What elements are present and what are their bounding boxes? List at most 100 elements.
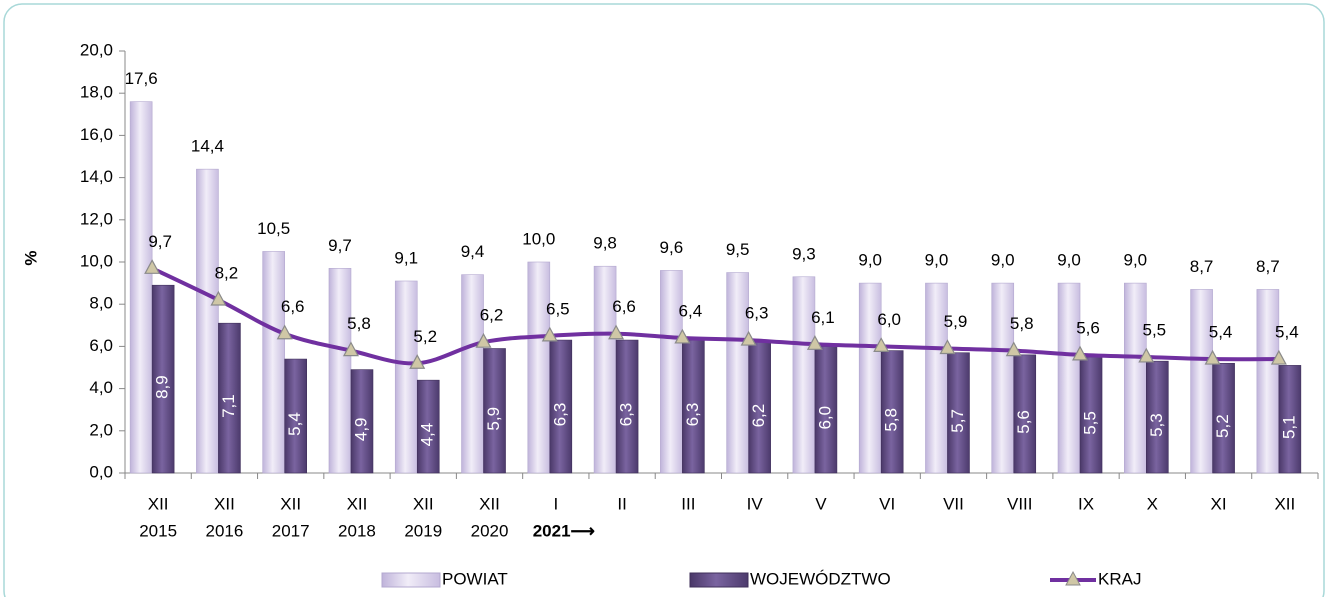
bar-value-label: 6,3 — [617, 403, 636, 427]
bar-value-label: 4,9 — [351, 417, 370, 441]
legend-swatch — [381, 572, 441, 588]
line-marker — [342, 341, 359, 357]
line-value-label: 8,2 — [215, 263, 239, 282]
bar — [461, 274, 484, 474]
bar — [1013, 354, 1037, 474]
y-tick-label: 10,0 — [80, 251, 113, 270]
line-value-label: 5,8 — [347, 314, 371, 333]
bar-value-label: 8,7 — [1190, 257, 1214, 276]
line-value-label: 5,4 — [1209, 323, 1233, 342]
line-value-label: 9,7 — [148, 232, 172, 251]
y-tick-label: 8,0 — [89, 294, 113, 313]
bar-value-label: 14,4 — [191, 137, 224, 156]
bar — [350, 369, 374, 474]
line-value-label: 5,9 — [944, 312, 968, 331]
x-tick-year: 2020 — [471, 521, 509, 540]
y-tick-label: 4,0 — [89, 378, 113, 397]
y-tick-label: 20,0 — [80, 40, 113, 59]
line-value-label: 6,6 — [612, 297, 636, 316]
bar-value-label: 17,6 — [125, 69, 158, 88]
bar-value-label: 5,1 — [1279, 415, 1298, 439]
bar — [1146, 360, 1169, 474]
bar-value-label: 5,5 — [1081, 411, 1100, 435]
x-tick-label: VI — [879, 494, 895, 513]
bar-value-label: 5,6 — [1014, 410, 1033, 434]
bar-value-label: 6,2 — [749, 404, 768, 428]
bar-value-label: 9,0 — [991, 251, 1015, 270]
line-value-label: 6,1 — [811, 308, 835, 327]
bar-value-label: 9,0 — [1057, 251, 1081, 270]
bar-value-label: 9,6 — [660, 238, 684, 257]
bar-value-label: 9,4 — [461, 242, 485, 261]
bar-value-label: 8,7 — [1256, 257, 1280, 276]
bar-value-label: 9,3 — [792, 244, 816, 263]
bar-value-label: 9,1 — [394, 248, 418, 267]
bar — [196, 168, 219, 474]
bar — [991, 282, 1015, 474]
line-marker — [873, 337, 890, 352]
bar — [328, 268, 352, 474]
legend-marker — [1065, 570, 1081, 586]
line-value-label: 5,2 — [413, 327, 437, 346]
line-marker — [1005, 341, 1022, 357]
bar-value-label: 5,4 — [285, 412, 304, 436]
x-tick-label: XII — [413, 494, 434, 513]
line-value-label: 6,2 — [480, 306, 504, 325]
line-marker — [1270, 349, 1287, 365]
x-tick-label: IV — [747, 494, 764, 513]
bar-value-label: 6,3 — [550, 403, 569, 427]
line-marker — [1204, 349, 1221, 365]
bar — [394, 280, 418, 474]
line-value-label: 6,6 — [281, 297, 305, 316]
bar-value-label: 9,0 — [925, 251, 949, 270]
legend-label: POWIAT — [442, 569, 508, 588]
x-tick-label: XII — [347, 494, 368, 513]
bar-value-label: 5,2 — [1213, 414, 1232, 438]
x-tick-year: 2016 — [206, 521, 244, 540]
bar — [483, 348, 506, 474]
bar — [615, 339, 639, 474]
bar — [792, 276, 816, 474]
y-tick-label: 6,0 — [89, 336, 113, 355]
x-tick-label: IX — [1078, 494, 1094, 513]
x-tick-label: X — [1147, 494, 1158, 513]
bar — [1278, 365, 1302, 474]
line-value-label: 6,0 — [877, 310, 901, 329]
legend-label: WOJEWÓDZTWO — [750, 569, 891, 588]
bar — [262, 251, 285, 474]
bar — [527, 261, 551, 474]
bar — [218, 322, 241, 474]
line-value-label: 6,4 — [679, 301, 703, 320]
bar — [284, 358, 307, 474]
bar-value-label: 10,5 — [257, 219, 290, 238]
bar-value-label: 5,8 — [882, 408, 901, 432]
bar-value-label: 9,0 — [858, 251, 882, 270]
bar-value-label: 5,3 — [1147, 413, 1166, 437]
line-marker — [541, 326, 558, 342]
line-marker — [475, 332, 492, 348]
bar — [129, 101, 153, 474]
bar-value-label: 9,0 — [1123, 251, 1147, 270]
y-tick-label: 18,0 — [80, 83, 113, 102]
x-tick-year: 2018 — [338, 521, 376, 540]
bar — [1256, 289, 1280, 474]
x-tick-label: V — [815, 494, 827, 513]
line-marker — [740, 330, 757, 346]
y-tick-label: 0,0 — [89, 462, 113, 481]
legend-label: KRAJ — [1098, 569, 1141, 588]
bar-value-label: 7,1 — [219, 394, 238, 418]
line-value-label: 5,5 — [1142, 320, 1166, 339]
line-marker — [939, 339, 956, 355]
bar — [1212, 362, 1235, 474]
y-tick-label: 14,0 — [80, 167, 113, 186]
x-tick-year: 2017 — [272, 521, 310, 540]
y-tick-label: 16,0 — [80, 125, 113, 144]
bar — [1057, 282, 1081, 474]
line-marker — [276, 324, 293, 340]
y-tick-label: 12,0 — [80, 209, 113, 228]
bar — [880, 350, 904, 474]
x-tick-label: VII — [943, 494, 964, 513]
line-marker — [409, 354, 426, 369]
bar — [416, 379, 440, 474]
legend-swatch — [689, 572, 749, 588]
